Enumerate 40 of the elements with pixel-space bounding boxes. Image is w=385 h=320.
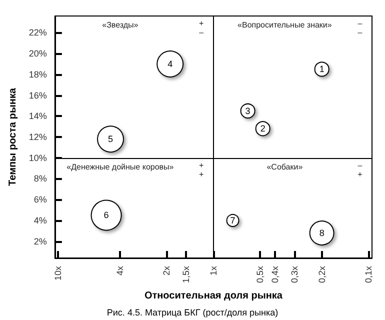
annotation: «Денежные дойные коровы»	[66, 162, 174, 172]
y-tick-label: 10%	[28, 152, 47, 163]
x-tick-label: 4x	[114, 266, 125, 276]
x-tick-label: 0,2x	[316, 266, 327, 284]
y-tick-label: 2%	[34, 236, 47, 246]
text: Рис. 4.5. Матрица БКГ (рост/доля рынка)	[106, 308, 278, 318]
x-axis-title: Относительная доля рынка	[144, 290, 283, 302]
y-axis-title: Темпы роста рынка	[8, 88, 18, 186]
series-label: 1	[319, 64, 324, 74]
x-tick-label: 1,5x	[181, 266, 192, 284]
annotation: + +	[199, 160, 204, 179]
y-tick-label: 12%	[28, 132, 47, 142]
series-label: 3	[245, 106, 250, 116]
x-tick-label: 0,3x	[290, 266, 300, 284]
x-tick-label: 2x	[162, 266, 172, 276]
y-tick-label: 14%	[28, 111, 47, 122]
annotation: – –	[358, 19, 363, 37]
y-tick-label: 8%	[34, 174, 47, 184]
annotation: «Собаки»	[266, 162, 304, 172]
annotation: – +	[358, 160, 363, 179]
annotation: «Звезды»	[102, 20, 139, 30]
series-label: 2	[260, 124, 266, 134]
x-tick-label: 1x	[208, 266, 218, 276]
series-label: 5	[108, 134, 114, 144]
series-label: 7	[230, 215, 236, 226]
y-tick-label: 6%	[34, 194, 47, 205]
y-tick-label: 22%	[28, 28, 47, 38]
y-tick-label: 18%	[28, 69, 47, 80]
x-tick-label: 0,1x	[364, 266, 374, 284]
x-tick-label: 0,4x	[270, 266, 280, 284]
x-tick-label: 10x	[53, 266, 64, 281]
series-label: 6	[104, 210, 109, 220]
y-tick-label: 4%	[34, 215, 47, 226]
annotation: + –	[199, 19, 204, 37]
y-tick-label: 16%	[28, 90, 47, 100]
series-label: 4	[168, 58, 173, 69]
annotation: «Вопросительные знаки»	[238, 20, 332, 30]
y-tick-label: 20%	[28, 48, 47, 59]
series-label: 8	[319, 228, 324, 238]
x-tick-label: 0,5x	[255, 266, 266, 284]
